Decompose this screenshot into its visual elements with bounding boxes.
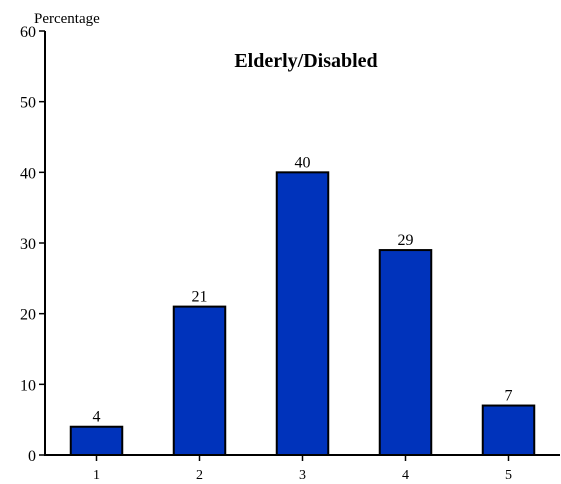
data-label-1: 4 <box>93 409 101 426</box>
y-tick-label: 60 <box>20 24 36 41</box>
bar-1 <box>69 425 124 457</box>
x-tick-label: 1 <box>93 468 100 483</box>
x-tick-label: 4 <box>402 468 409 483</box>
y-tick-label: 30 <box>20 236 36 253</box>
x-tick-label: 3 <box>299 468 306 483</box>
y-tick-label: 20 <box>20 307 36 324</box>
data-label-2: 21 <box>192 289 208 306</box>
y-tick-label: 40 <box>20 165 36 182</box>
y-tick-label: 10 <box>20 377 36 394</box>
data-label-4: 29 <box>398 232 414 249</box>
y-tick-label: 0 <box>28 448 36 465</box>
bars-group: 4 21 40 29 7 <box>69 154 536 457</box>
y-axis-label: Percentage <box>34 11 100 27</box>
y-axis-ticks: 0 10 20 30 40 50 60 <box>20 24 45 465</box>
bar-4 <box>378 249 433 456</box>
data-label-3: 40 <box>295 154 311 171</box>
y-tick-label: 50 <box>20 95 36 112</box>
bar-5 <box>481 404 536 456</box>
x-axis-ticks: 1 2 3 4 5 <box>93 455 512 483</box>
bar-2 <box>172 305 227 456</box>
data-label-5: 7 <box>505 388 513 405</box>
x-tick-label: 2 <box>196 468 203 483</box>
chart-title: Elderly/Disabled <box>234 50 377 72</box>
x-tick-label: 5 <box>505 468 512 483</box>
bar-3 <box>275 171 330 456</box>
